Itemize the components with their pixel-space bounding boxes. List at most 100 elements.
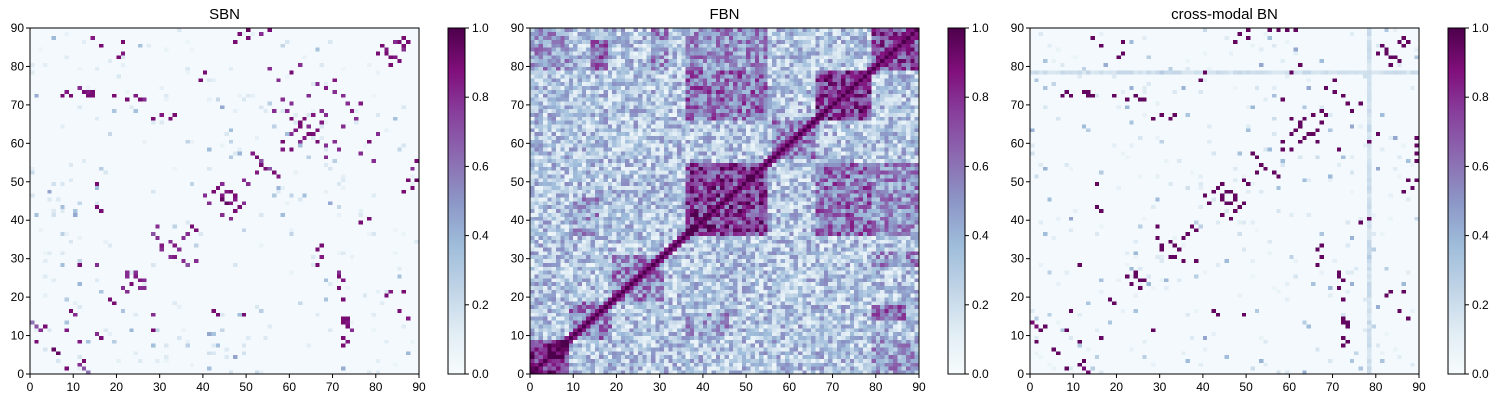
heatmap-cell <box>138 312 143 317</box>
heatmap-cell <box>272 189 277 194</box>
heatmap-cell <box>410 327 416 333</box>
heatmap-cell <box>384 216 390 221</box>
heatmap-cell <box>289 250 295 256</box>
heatmap-cell <box>38 250 44 256</box>
heatmap-cell <box>293 354 299 360</box>
heatmap-cell <box>384 235 390 240</box>
heatmap-cell <box>176 227 182 233</box>
heatmap-cell <box>90 320 96 325</box>
heatmap-cell <box>254 304 260 310</box>
heatmap-cell <box>414 293 420 298</box>
heatmap-cell <box>276 297 282 302</box>
heatmap-cell <box>375 312 381 317</box>
heatmap-cell <box>142 320 148 325</box>
heatmap-cell <box>285 331 290 336</box>
heatmap-cell <box>375 308 381 313</box>
heatmap-cell <box>241 300 247 306</box>
heatmap-cell <box>30 281 35 286</box>
heatmap-cell <box>315 293 320 298</box>
heatmap-cell <box>64 231 70 236</box>
heatmap-cell <box>263 189 269 194</box>
heatmap-cell <box>125 247 130 252</box>
heatmap-cell <box>68 162 74 167</box>
heatmap-cell <box>293 285 299 290</box>
heatmap-cell <box>77 354 83 360</box>
heatmap-cell <box>120 312 126 317</box>
heatmap-cell <box>215 362 221 367</box>
heatmap-cell <box>207 370 212 375</box>
heatmap-cell <box>358 208 364 213</box>
heatmap-cell <box>319 308 325 313</box>
heatmap-cell <box>116 362 122 367</box>
heatmap-cell <box>332 339 338 344</box>
heatmap-cell <box>388 266 394 271</box>
heatmap-cell <box>367 189 372 194</box>
heatmap-cell <box>194 212 199 217</box>
heatmap-cell <box>241 185 247 190</box>
heatmap-cell <box>90 281 96 286</box>
heatmap-cell <box>64 258 70 263</box>
heatmap-cell <box>112 220 117 225</box>
heatmap-cell <box>198 216 204 221</box>
heatmap-cell <box>34 189 40 194</box>
heatmap-cell <box>302 174 308 179</box>
heatmap-cell <box>237 266 243 271</box>
heatmap-cell <box>125 289 130 294</box>
heatmap-cell <box>86 197 91 202</box>
heatmap-cell <box>380 220 385 225</box>
heatmap-cell <box>51 327 57 333</box>
heatmap-cell <box>319 274 325 279</box>
heatmap-cell <box>228 162 234 167</box>
heatmap-cell <box>155 258 161 263</box>
heatmap-cell <box>384 220 390 225</box>
heatmap-cell <box>198 281 204 286</box>
heatmap-cell <box>349 285 355 290</box>
heatmap-cell <box>103 285 109 290</box>
heatmap-cell <box>289 366 295 371</box>
heatmap-cell <box>77 181 83 187</box>
heatmap-cell <box>94 162 100 167</box>
heatmap-cell <box>120 362 126 367</box>
heatmap-cell <box>86 285 91 290</box>
heatmap-cell <box>319 358 325 363</box>
heatmap-cell <box>129 181 135 187</box>
heatmap-cell <box>323 327 329 333</box>
heatmap-cell <box>211 270 217 275</box>
heatmap-cell <box>410 258 416 263</box>
heatmap-cell <box>146 308 152 313</box>
heatmap-cell <box>30 243 35 248</box>
heatmap-cell <box>336 320 342 325</box>
heatmap-cell <box>280 224 286 229</box>
heatmap-cell <box>263 308 269 313</box>
heatmap-cell <box>406 320 411 325</box>
heatmap-cell <box>30 166 35 171</box>
heatmap-cell <box>276 239 282 244</box>
heatmap-cell <box>185 339 191 344</box>
heatmap-cell <box>371 347 377 352</box>
heatmap-cell <box>384 243 390 248</box>
heatmap-cell <box>81 350 87 356</box>
heatmap-cell <box>215 174 221 179</box>
heatmap-cell <box>323 289 329 294</box>
heatmap-cell <box>198 239 204 244</box>
heatmap-cell <box>64 297 70 302</box>
heatmap-cell <box>155 270 161 275</box>
heatmap-cell <box>276 201 282 206</box>
heatmap-cell <box>55 262 61 267</box>
heatmap-cell <box>38 220 44 225</box>
heatmap-cell <box>310 266 316 271</box>
heatmap-cell <box>224 358 230 363</box>
heatmap-cell <box>259 231 264 236</box>
heatmap-cell <box>120 366 126 371</box>
heatmap-cell <box>181 331 186 336</box>
heatmap-cell <box>401 174 407 179</box>
heatmap-cell <box>328 243 333 248</box>
heatmap-cell <box>138 335 143 340</box>
heatmap-cell <box>151 220 156 225</box>
heatmap-cell <box>181 308 186 313</box>
heatmap-cell <box>323 270 329 275</box>
heatmap-cell <box>224 250 230 256</box>
heatmap-cell <box>81 274 87 279</box>
heatmap-cell <box>142 354 148 360</box>
heatmap-cell <box>151 354 156 360</box>
